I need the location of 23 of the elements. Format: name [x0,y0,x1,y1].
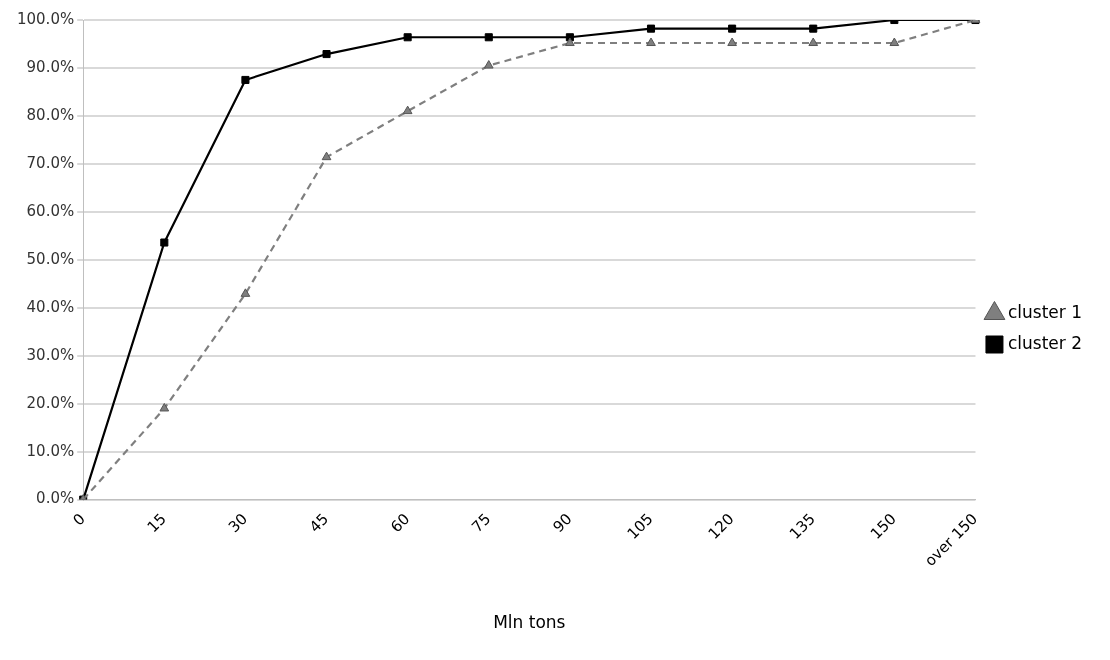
x-tick-label: 60 [387,509,414,537]
y-tick-label: 70.0% [26,153,75,172]
x-tick-label: 75 [468,509,495,537]
y-tick-label: 10.0% [26,441,75,460]
y-tick-label: 20.0% [26,393,75,412]
y-tick-label: 0.0% [36,489,75,508]
y-tick-label: 60.0% [26,201,75,220]
legend-label: cluster 1 [1007,301,1083,322]
x-tick-label: 15 [143,509,170,537]
y-tick-label: 80.0% [26,105,75,124]
x-tick-label: 45 [305,509,333,537]
y-tick-label: 30.0% [26,345,75,364]
legend-label: cluster 2 [1007,332,1083,353]
x-axis-title: Mln tons [493,612,566,633]
x-tick-label: 120 [704,509,738,543]
y-tick-label: 100.0% [16,9,75,28]
y-tick-label: 50.0% [26,249,75,268]
x-tick-label: 30 [224,509,252,537]
y-tick-label: 40.0% [26,297,75,316]
x-tick-label: 90 [549,509,576,537]
x-tick-label: 150 [866,509,900,543]
y-tick-label: 90.0% [26,57,75,76]
x-tick-label: 0 [69,509,89,530]
